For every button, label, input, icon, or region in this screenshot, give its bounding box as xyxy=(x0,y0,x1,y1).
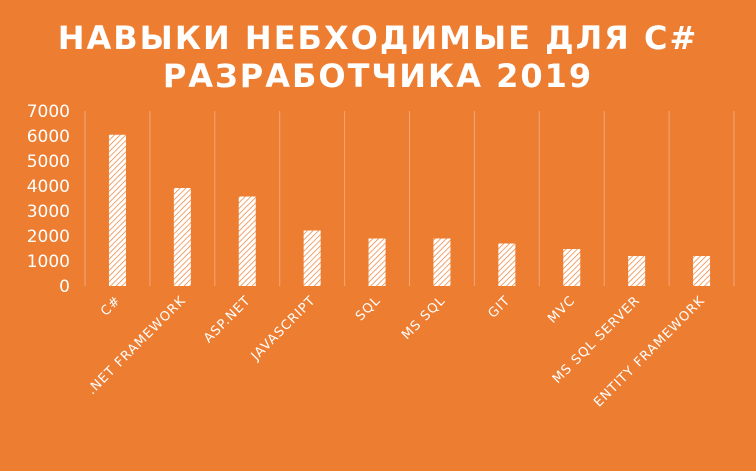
y-tick-label: 2000 xyxy=(27,227,70,247)
y-tick-label: 6000 xyxy=(27,127,70,147)
category-label: MS SQL xyxy=(399,293,449,343)
y-tick-label: 7000 xyxy=(27,102,70,122)
category-label: C# xyxy=(98,293,124,319)
y-tick-label: 3000 xyxy=(27,202,70,222)
bar xyxy=(563,249,581,286)
y-axis: 0 1000 2000 3000 4000 5000 6000 7000 xyxy=(27,102,70,297)
bar xyxy=(238,196,256,286)
bar xyxy=(368,238,386,286)
category-label: JAVASCRIPT xyxy=(248,293,319,364)
bar xyxy=(433,238,451,286)
grid-lines xyxy=(84,111,735,286)
category-label: GIT xyxy=(485,293,513,321)
bar xyxy=(108,134,126,286)
category-label: SQL xyxy=(353,293,384,324)
y-tick-label: 1000 xyxy=(27,252,70,272)
category-label: ASP.NET xyxy=(201,293,254,346)
category-label: ENTITY FRAMEWORK xyxy=(591,293,708,410)
y-tick-label: 0 xyxy=(59,277,70,297)
bar xyxy=(628,256,646,286)
bar xyxy=(303,230,321,286)
bar xyxy=(693,256,711,286)
y-tick-label: 4000 xyxy=(27,177,70,197)
bar xyxy=(173,188,191,286)
bars xyxy=(108,134,711,286)
bar xyxy=(498,243,516,286)
category-label: MVC xyxy=(545,293,578,326)
chart-title-line-2: РАЗРАБОТЧИКА 2019 xyxy=(162,57,594,95)
chart-title-line-1: НАВЫКИ НЕБХОДИМЫЕ ДЛЯ C# xyxy=(57,19,699,57)
y-tick-label: 5000 xyxy=(27,152,70,172)
